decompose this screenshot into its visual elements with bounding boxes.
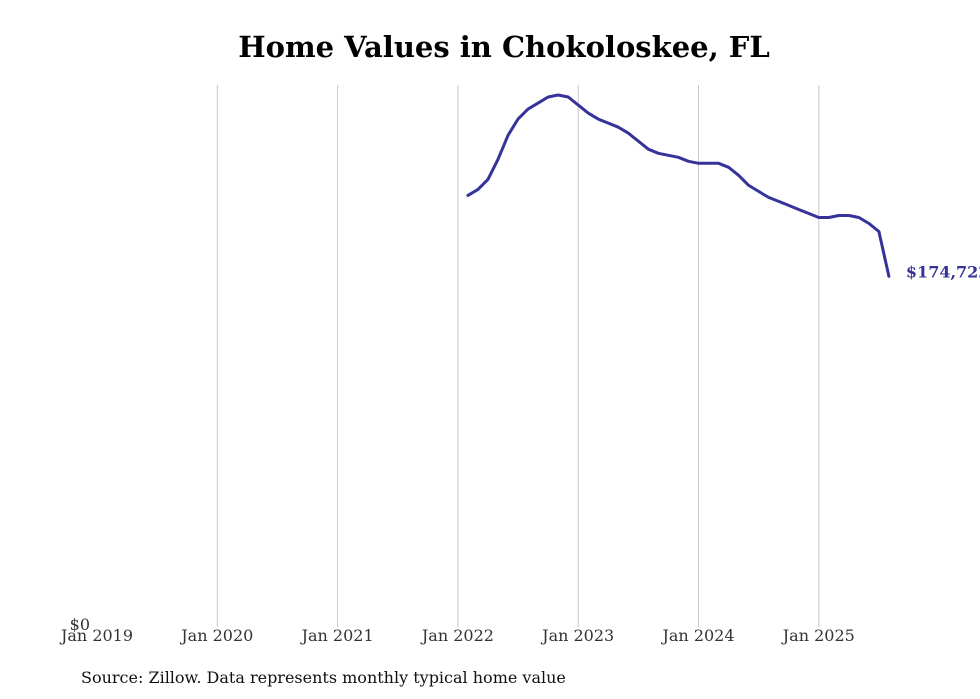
x-tick-label: Jan 2022 bbox=[420, 626, 494, 645]
y-tick-label: $0 bbox=[70, 615, 90, 634]
x-tick-label: Jan 2024 bbox=[660, 626, 734, 645]
x-tick-label: Jan 2020 bbox=[179, 626, 253, 645]
chart-title: Home Values in Chokoloskee, FL bbox=[238, 30, 770, 64]
x-tick-label: Jan 2019 bbox=[59, 626, 133, 645]
series-line-0 bbox=[466, 93, 891, 278]
x-tick-label: Jan 2023 bbox=[540, 626, 614, 645]
x-tick-label: Jan 2025 bbox=[781, 626, 855, 645]
x-tick-label: Jan 2021 bbox=[300, 626, 374, 645]
source-note: Source: Zillow. Data represents monthly … bbox=[81, 668, 566, 687]
end-value-label: $174,722 bbox=[906, 262, 980, 281]
